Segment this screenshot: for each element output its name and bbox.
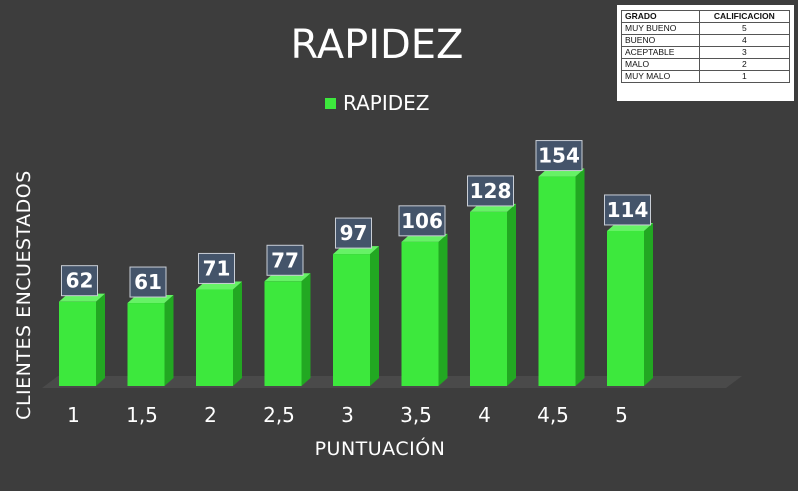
x-ticks-group: 1 1,5 2 2,5 3 3,5 4 4,5 5 (67, 403, 628, 427)
bar-side (370, 246, 379, 386)
rating-table-grade: MUY BUENO (621, 22, 700, 35)
chart-title: RAPIDEZ (291, 22, 464, 68)
legend-swatch (325, 98, 336, 109)
bar-front (607, 230, 644, 386)
data-label-box (467, 175, 514, 207)
bar-front (333, 254, 370, 386)
bar-side (96, 293, 105, 386)
legend: RAPIDEZ (325, 91, 429, 115)
bars-group: 62 61 71 77 97 106 128 154 114 (59, 140, 653, 386)
bar-front (59, 301, 96, 386)
data-label: 114 (607, 198, 649, 222)
rating-table-grade: BUENO (621, 34, 700, 47)
legend-label: RAPIDEZ (343, 91, 429, 115)
data-label-box (198, 252, 235, 284)
bar: 114 (604, 194, 653, 386)
bar: 154 (535, 140, 585, 386)
x-tick-label: 3 (341, 403, 354, 427)
rating-table-grade: ACEPTABLE (621, 46, 700, 59)
data-label-box (266, 244, 304, 276)
data-label: 61 (134, 270, 162, 294)
data-label-box (398, 205, 446, 237)
bar-side (507, 203, 516, 386)
rating-table-grade: MUY MALO (621, 70, 700, 83)
y-axis-label: CLIENTES ENCUESTADOS (13, 170, 35, 420)
x-tick-label: 1,5 (126, 403, 158, 427)
bar-side (575, 168, 585, 386)
bar-front (127, 303, 165, 386)
bar-side (164, 295, 174, 386)
x-tick-label: 4,5 (537, 403, 569, 427)
data-label: 154 (538, 144, 580, 168)
rating-table-grade: MALO (621, 58, 700, 71)
data-label-box (535, 140, 583, 172)
rating-table-row: ACEPTABLE 3 (621, 46, 791, 59)
x-tick-label: 5 (615, 403, 628, 427)
bar-side (644, 222, 653, 386)
x-tick-label: 1 (67, 403, 80, 427)
bar: 61 (127, 266, 174, 386)
rating-table-score: 1 (698, 70, 791, 83)
data-label-box (61, 265, 98, 297)
rating-table-header-score: CALIFICACION (698, 10, 791, 23)
x-tick-label: 4 (478, 403, 491, 427)
rating-table-row: BUENO 4 (621, 34, 791, 47)
bar-side (233, 281, 242, 386)
rating-table-score: 4 (698, 34, 791, 47)
bar-front (264, 281, 302, 386)
bar: 97 (333, 217, 379, 386)
data-label: 97 (340, 221, 368, 245)
data-label-box (129, 266, 167, 298)
rating-table: GRADO CALIFICACION MUY BUENO 5 BUENO 4 A… (621, 10, 791, 83)
bar: 106 (398, 205, 448, 386)
rating-table-header-grade: GRADO (621, 10, 700, 23)
data-label-box (335, 217, 372, 249)
bar: 71 (196, 252, 242, 386)
rating-table-header: GRADO CALIFICACION (621, 10, 791, 23)
bar-side (301, 273, 311, 386)
bar-front (470, 211, 507, 386)
rating-table-row: MALO 2 (621, 58, 791, 71)
rating-table-score: 5 (698, 22, 791, 35)
bar-front (401, 241, 439, 386)
data-label: 106 (401, 209, 443, 233)
rating-table-row: MUY BUENO 5 (621, 22, 791, 35)
x-axis-label: PUNTUACIÓN (315, 436, 446, 460)
bar: 62 (59, 265, 105, 386)
bar: 128 (467, 175, 516, 386)
data-label: 62 (66, 269, 94, 293)
bar-front (196, 289, 233, 386)
rating-table-row: MUY MALO 1 (621, 70, 791, 83)
x-tick-label: 3,5 (400, 403, 432, 427)
rating-table-score: 2 (698, 58, 791, 71)
data-label: 128 (470, 179, 512, 203)
bar: 77 (264, 244, 311, 386)
bar-side (438, 233, 448, 386)
bar-front (538, 176, 576, 386)
x-tick-label: 2,5 (263, 403, 295, 427)
data-label-box (604, 194, 651, 226)
data-label: 77 (271, 248, 299, 272)
x-tick-label: 2 (204, 403, 217, 427)
rating-table-score: 3 (698, 46, 791, 59)
data-label: 71 (203, 256, 231, 280)
